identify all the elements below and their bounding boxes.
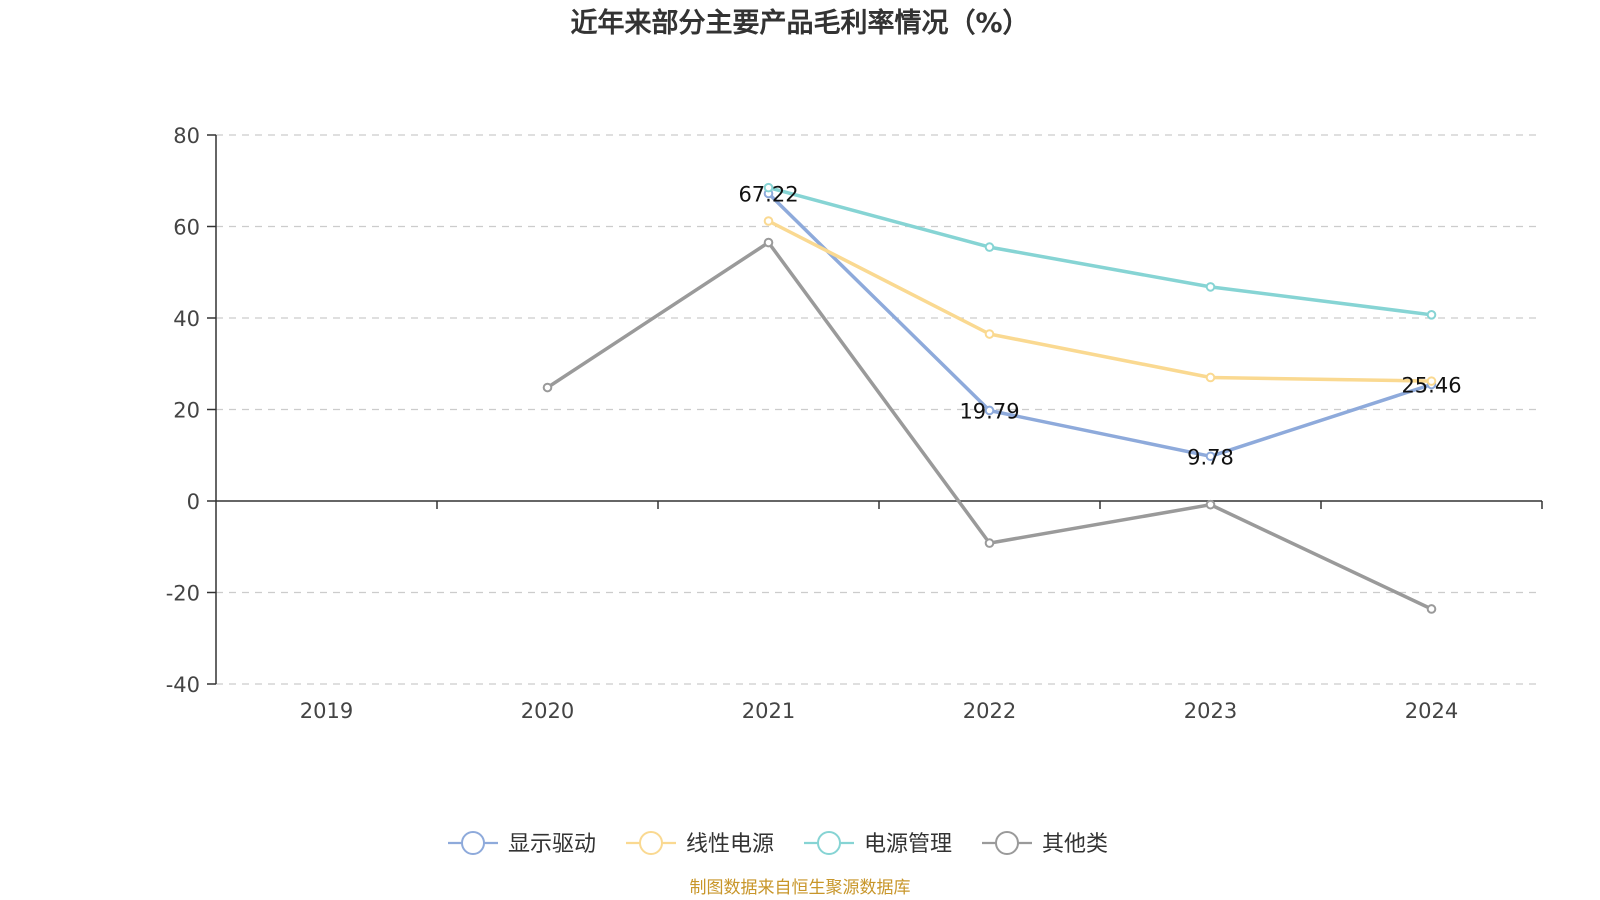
data-point[interactable] [1426, 376, 1437, 386]
y-tick-label: 80 [173, 124, 200, 148]
data-point[interactable] [1205, 451, 1216, 462]
series-显示驱动 [763, 188, 1437, 462]
y-tick-label: -40 [166, 673, 200, 697]
data-label: 19.79 [959, 399, 1019, 423]
x-tick-label: 2023 [1184, 699, 1237, 723]
data-point[interactable] [763, 237, 774, 248]
x-tick-label: 2019 [300, 699, 353, 723]
series-line [768, 185, 1432, 317]
y-tick-label: 20 [173, 399, 200, 423]
x-tick-label: 2020 [521, 699, 574, 723]
grid [216, 134, 1542, 685]
series-其他类 [542, 237, 1437, 614]
x-tick-label: 2021 [742, 699, 795, 723]
data-label: 67.22 [738, 182, 798, 206]
axes: 80 60 40 20 0 -20 -40 2019 2020 2021 2022 2023 2024 [166, 124, 1543, 723]
y-tick-label: 60 [173, 216, 200, 240]
series-线性电源 [763, 216, 1437, 386]
data-point[interactable] [1426, 309, 1437, 320]
series-line [767, 192, 1433, 459]
data-point[interactable] [984, 405, 995, 416]
series-line [767, 219, 1432, 383]
legend-marker-icon [817, 831, 841, 855]
data-point[interactable] [984, 538, 995, 548]
series-layer [542, 182, 1437, 614]
legend-label: 显示驱动 [508, 832, 596, 857]
y-tick-label: -20 [166, 582, 200, 606]
legend-marker-icon [995, 831, 1019, 855]
data-point[interactable] [1205, 372, 1216, 383]
legend-item[interactable]: 线性电源 [626, 831, 774, 857]
legend-marker-icon [461, 831, 485, 855]
legend-item[interactable]: 其他类 [982, 831, 1108, 857]
data-point[interactable] [763, 216, 774, 226]
data-point[interactable] [763, 182, 774, 193]
data-labels: 67.22 19.79 9.78 25.46 [738, 182, 1461, 469]
legend-label: 其他类 [1042, 832, 1108, 857]
data-label: 25.46 [1401, 374, 1461, 398]
data-point[interactable] [542, 382, 553, 393]
data-point[interactable] [1205, 499, 1216, 510]
legend-item[interactable]: 电源管理 [804, 831, 952, 857]
y-tick-label: 0 [187, 490, 200, 514]
legend-label: 线性电源 [686, 832, 774, 857]
chart-title: 近年来部分主要产品毛利率情况（%） [570, 7, 1029, 39]
x-tick-label: 2024 [1405, 699, 1458, 723]
legend[interactable]: 显示驱动 线性电源 电源管理 其他类 [448, 831, 1108, 857]
x-tick-label: 2022 [963, 699, 1016, 723]
data-point[interactable] [1205, 282, 1216, 292]
legend-item[interactable]: 显示驱动 [448, 831, 596, 857]
source-note: 制图数据来自恒生聚源数据库 [690, 878, 911, 898]
legend-marker-icon [639, 831, 663, 855]
data-point[interactable] [1426, 604, 1437, 614]
data-point[interactable] [984, 329, 995, 339]
legend-label: 电源管理 [864, 832, 952, 857]
y-tick-label: 40 [173, 307, 200, 331]
data-label: 9.78 [1187, 445, 1234, 469]
data-point[interactable] [984, 242, 995, 252]
series-电源管理 [763, 182, 1437, 320]
